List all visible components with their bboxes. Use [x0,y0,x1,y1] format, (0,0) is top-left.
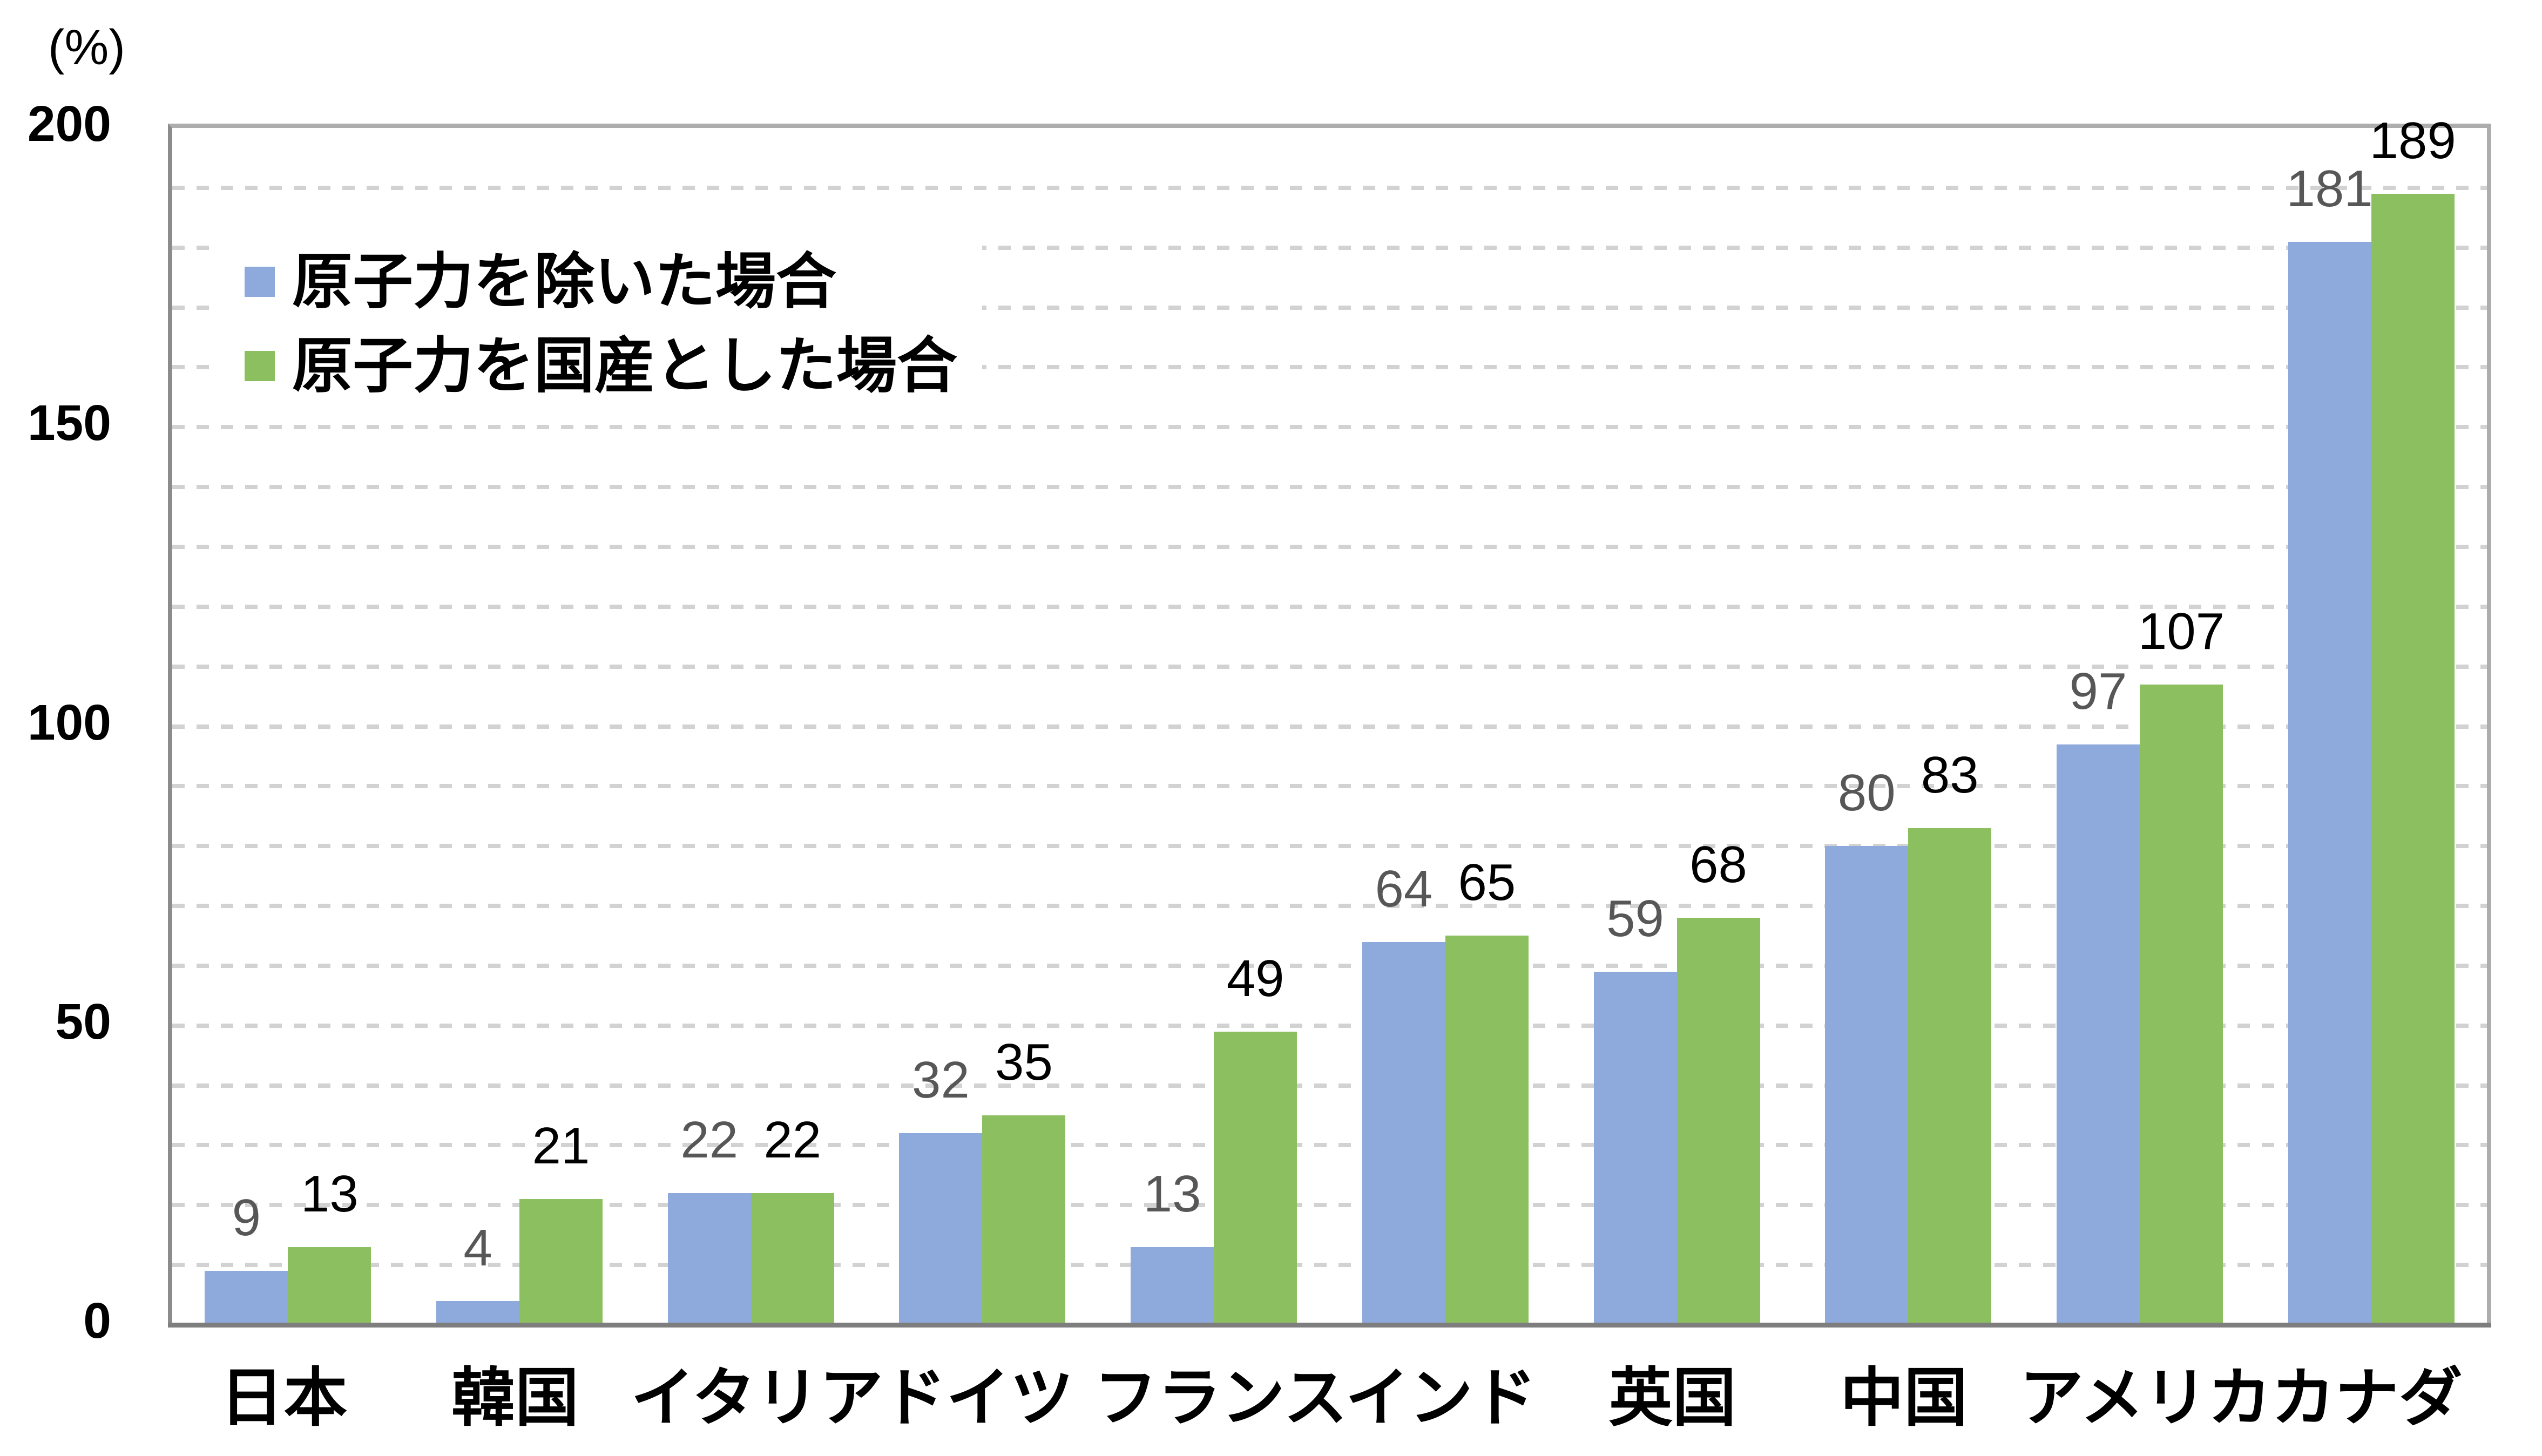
value-label: 181 [2286,159,2373,218]
x-axis-line [168,1323,2491,1328]
y-axis-unit-label: (%) [48,20,125,75]
bar-excl-nuclear [1825,846,1909,1325]
legend-label: 原子力を除いた場合 [292,248,836,315]
bar-nuclear-domestic [982,1115,1066,1325]
value-label: 13 [1143,1164,1201,1223]
value-label: 9 [232,1189,261,1247]
x-axis-category-label: ドイツ [882,1363,1074,1434]
bar-nuclear-domestic [288,1247,371,1325]
value-label: 32 [912,1051,970,1109]
value-label: 64 [1375,859,1433,918]
bar-nuclear-domestic [1214,1031,1297,1325]
gridline [172,425,2487,430]
bar-excl-nuclear [2056,744,2140,1325]
bar-nuclear-domestic [2139,684,2223,1325]
gridline [172,664,2487,669]
value-label: 21 [532,1117,590,1175]
x-axis-category-label: インド [1345,1363,1537,1434]
legend-swatch-excl-nuclear [245,267,275,297]
bar-nuclear-domestic [1676,918,1760,1325]
value-label: 189 [2369,111,2456,170]
gridline [172,904,2487,909]
x-axis-category-label: カナダ [2271,1363,2463,1434]
bar-excl-nuclear [2288,241,2371,1325]
x-axis-category-label: アメリカ [2019,1363,2271,1434]
y-axis-tick-label: 100 [27,694,111,750]
bar-excl-nuclear [436,1301,520,1325]
bar-excl-nuclear [1593,972,1677,1325]
gridline [172,305,2487,310]
value-label: 83 [1921,746,1979,804]
gridline [172,1203,2487,1208]
gridline [172,1263,2487,1268]
x-axis-category-label: 英国 [1608,1363,1736,1434]
bar-excl-nuclear [667,1193,751,1325]
bar-excl-nuclear [899,1133,983,1325]
gridline [172,784,2487,789]
gridline [172,724,2487,729]
gridline [172,185,2487,190]
gridline [172,844,2487,849]
value-label: 97 [2069,662,2127,720]
value-label: 4 [463,1218,492,1277]
value-label: 49 [1226,949,1284,1007]
value-label: 13 [300,1164,359,1223]
value-label: 22 [680,1111,739,1169]
plot-area: 9 13 4 21 22 22 32 35 13 49 64 65 59 68 80 83 97 107 181 18… [168,112,2491,1328]
x-axis-category-label: 日本 [220,1363,348,1434]
x-axis-category-label: 韓国 [451,1363,579,1434]
x-axis-category-label: イタリア [631,1363,883,1434]
gridline [172,1143,2487,1148]
value-label: 107 [2138,602,2225,660]
y-axis-tick-label: 200 [27,96,111,152]
x-axis-category-label: 中国 [1840,1363,1968,1434]
legend-swatch-nuclear-domestic [245,351,275,381]
value-label: 68 [1689,836,1747,894]
legend: 原子力を除いた場合 原子力を国産とした場合 [212,239,982,418]
gridline [172,365,2487,370]
y-axis-tick-label: 150 [27,395,111,451]
gridline [172,1083,2487,1088]
y-axis-tick-label: 0 [83,1292,111,1349]
legend-item: 原子力を除いた場合 [245,244,957,320]
gridline [172,1023,2487,1028]
legend-item: 原子力を国産とした場合 [245,328,957,404]
bar-nuclear-domestic [2371,193,2455,1325]
bar-excl-nuclear [1362,942,1445,1325]
bar-nuclear-domestic [1445,936,1529,1325]
bar-excl-nuclear [1131,1247,1214,1325]
gridline [172,604,2487,609]
value-label: 80 [1837,764,1896,822]
bar-nuclear-domestic [519,1199,603,1325]
bar-nuclear-domestic [1908,828,1992,1325]
gridline [172,963,2487,968]
y-axis-tick-label: 50 [55,993,111,1049]
value-label: 22 [763,1111,822,1169]
gridline [172,544,2487,549]
value-label: 59 [1606,889,1664,947]
gridline [172,245,2487,250]
value-label: 65 [1458,854,1516,912]
bar-excl-nuclear [205,1271,288,1325]
x-axis-category-label: フランス [1093,1363,1348,1434]
gridline [172,485,2487,490]
legend-label: 原子力を国産とした場合 [292,332,957,399]
value-label: 35 [995,1033,1053,1092]
bar-nuclear-domestic [751,1193,834,1325]
